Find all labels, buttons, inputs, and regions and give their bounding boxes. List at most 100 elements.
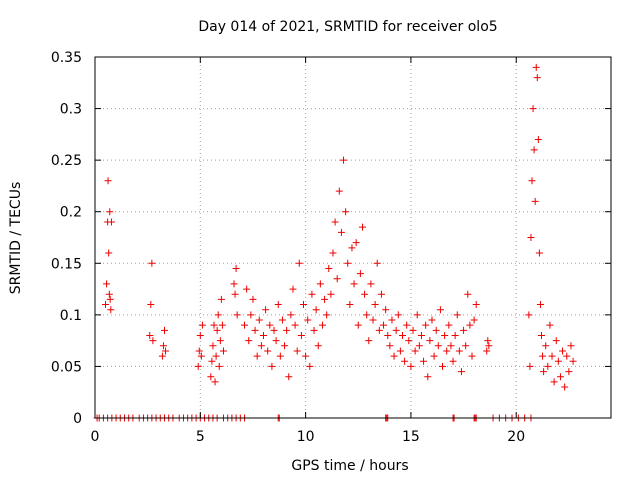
data-point xyxy=(358,223,366,231)
data-point xyxy=(356,270,364,278)
data-point xyxy=(245,337,253,345)
data-point xyxy=(216,337,224,345)
data-point xyxy=(361,290,369,298)
data-point xyxy=(392,326,400,334)
data-point xyxy=(337,228,345,236)
data-point xyxy=(550,378,558,386)
data-point xyxy=(333,275,341,283)
data-point xyxy=(525,311,533,319)
data-point xyxy=(540,368,548,376)
data-point xyxy=(367,280,375,288)
data-point xyxy=(270,326,278,334)
data-point xyxy=(249,295,257,303)
data-point xyxy=(253,352,261,360)
data-point xyxy=(350,280,358,288)
data-point xyxy=(396,347,404,355)
data-point xyxy=(526,362,534,370)
data-point xyxy=(382,306,390,314)
y-tick-label: 0.25 xyxy=(51,153,82,169)
data-point xyxy=(535,249,543,257)
data-point xyxy=(377,290,385,298)
data-point xyxy=(198,321,206,329)
data-point xyxy=(232,264,240,272)
data-point xyxy=(453,311,461,319)
data-point xyxy=(148,259,156,267)
data-point xyxy=(107,218,115,226)
data-point xyxy=(344,259,352,267)
data-point xyxy=(285,373,293,381)
data-point xyxy=(462,342,470,350)
data-point xyxy=(197,352,205,360)
data-point xyxy=(106,295,114,303)
data-point xyxy=(556,373,564,381)
data-point xyxy=(327,290,335,298)
data-point xyxy=(293,347,301,355)
data-point xyxy=(443,347,451,355)
data-point xyxy=(528,177,536,185)
data-point xyxy=(430,352,438,360)
data-point xyxy=(407,362,415,370)
data-point xyxy=(262,306,270,314)
data-point xyxy=(455,347,463,355)
data-point xyxy=(346,301,354,309)
data-point xyxy=(546,321,554,329)
data-point xyxy=(219,347,227,355)
data-point xyxy=(295,259,303,267)
data-point xyxy=(276,352,284,360)
y-tick-label: 0.2 xyxy=(60,205,82,221)
data-point xyxy=(329,249,337,257)
data-point xyxy=(102,301,110,309)
data-point xyxy=(105,290,113,298)
y-tick-label: 0.15 xyxy=(51,256,82,272)
x-tick-label: 10 xyxy=(297,429,315,445)
data-point xyxy=(386,342,394,350)
data-point xyxy=(405,337,413,345)
data-point xyxy=(441,331,449,339)
data-point xyxy=(162,347,170,355)
data-point xyxy=(484,337,492,345)
data-point xyxy=(434,342,442,350)
data-point xyxy=(106,208,114,216)
y-tick-label: 0 xyxy=(73,411,82,427)
data-point xyxy=(436,306,444,314)
data-point xyxy=(146,331,154,339)
data-point xyxy=(561,383,569,391)
data-point xyxy=(241,321,249,329)
data-point xyxy=(563,352,571,360)
y-tick-label: 0.05 xyxy=(51,359,82,375)
data-point xyxy=(230,280,238,288)
data-point xyxy=(147,301,155,309)
data-point xyxy=(445,321,453,329)
data-point xyxy=(369,316,377,324)
data-point xyxy=(214,311,222,319)
data-point xyxy=(247,311,255,319)
data-point xyxy=(213,326,221,334)
data-point xyxy=(272,337,280,345)
data-point xyxy=(103,280,111,288)
data-point xyxy=(398,331,406,339)
data-point xyxy=(231,290,239,298)
data-point xyxy=(255,316,263,324)
data-point xyxy=(401,357,409,365)
data-point xyxy=(264,347,272,355)
data-point xyxy=(331,218,339,226)
data-point xyxy=(449,357,457,365)
data-point xyxy=(308,290,316,298)
data-point xyxy=(394,311,402,319)
data-point xyxy=(215,362,223,370)
data-point xyxy=(300,301,308,309)
data-point xyxy=(460,326,468,334)
data-point xyxy=(373,259,381,267)
data-point xyxy=(380,321,388,329)
data-point xyxy=(321,295,329,303)
data-point xyxy=(413,311,421,319)
data-point xyxy=(211,378,219,386)
data-point xyxy=(428,316,436,324)
data-point xyxy=(409,326,417,334)
data-point xyxy=(340,156,348,164)
data-point xyxy=(536,301,544,309)
data-point xyxy=(365,337,373,345)
data-point xyxy=(194,362,202,370)
data-point xyxy=(537,331,545,339)
